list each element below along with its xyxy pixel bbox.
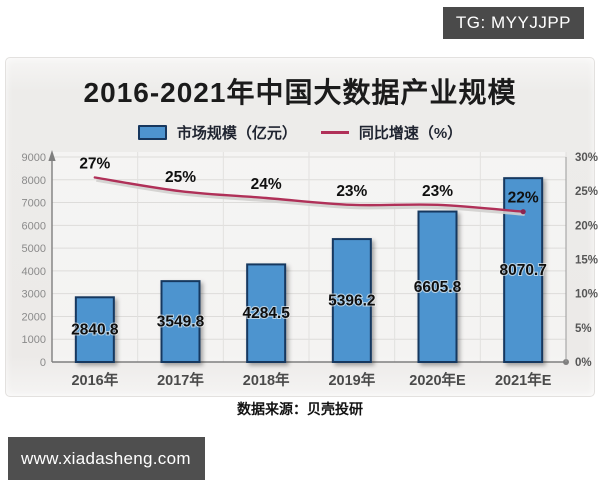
svg-text:2020年E: 2020年E xyxy=(409,371,466,389)
svg-text:0%: 0% xyxy=(575,357,592,369)
svg-text:5396.2: 5396.2 xyxy=(328,293,375,310)
bar-value-labels: 2840.8 3549.8 4284.5 5396.2 6605.8 8070.7 xyxy=(70,261,548,340)
svg-text:4284.5: 4284.5 xyxy=(242,305,290,322)
svg-text:3000: 3000 xyxy=(22,289,46,301)
svg-text:2016年: 2016年 xyxy=(71,371,118,389)
svg-text:15%: 15% xyxy=(575,255,598,267)
svg-text:2018年: 2018年 xyxy=(243,371,290,389)
svg-text:25%: 25% xyxy=(165,169,196,186)
svg-text:3549.8: 3549.8 xyxy=(157,314,205,331)
chart-legend: 市场规模（亿元） 同比增速（%） xyxy=(6,122,594,143)
svg-text:24%: 24% xyxy=(251,176,282,193)
svg-text:9000: 9000 xyxy=(22,152,46,164)
svg-text:0: 0 xyxy=(40,357,46,369)
svg-text:6605.8: 6605.8 xyxy=(414,279,462,296)
website-watermark-text: www.xiadasheng.com xyxy=(21,448,191,468)
svg-text:5%: 5% xyxy=(575,323,592,335)
svg-text:1000: 1000 xyxy=(22,334,46,346)
combo-bar-line-chart: 0 1000 2000 3000 4000 5000 6000 7000 8000 9000 0% 5… xyxy=(22,150,598,389)
svg-text:6000: 6000 xyxy=(22,220,46,232)
chart-title: 2016-2021年中国大数据产业规模 xyxy=(83,77,517,108)
bar-series xyxy=(74,177,544,363)
website-watermark-banner: www.xiadasheng.com xyxy=(8,437,205,480)
svg-text:2019年: 2019年 xyxy=(328,371,375,389)
legend-line-swatch-icon xyxy=(320,131,349,134)
svg-text:10%: 10% xyxy=(575,289,598,301)
tg-watermark-text: TG: MYYJJPP xyxy=(455,13,571,32)
legend-bar-swatch-icon xyxy=(137,125,167,140)
svg-text:30%: 30% xyxy=(575,152,598,164)
svg-text:20%: 20% xyxy=(575,220,598,232)
svg-text:2000: 2000 xyxy=(22,311,46,323)
svg-text:2840.8: 2840.8 xyxy=(71,322,119,339)
svg-text:27%: 27% xyxy=(79,156,110,173)
svg-text:8070.7: 8070.7 xyxy=(499,262,546,279)
svg-text:23%: 23% xyxy=(336,183,367,200)
data-source-note: 数据来源：贝壳投研 xyxy=(237,401,363,417)
svg-text:23%: 23% xyxy=(422,183,453,200)
svg-text:8000: 8000 xyxy=(22,175,46,187)
svg-text:7000: 7000 xyxy=(22,198,46,210)
growth-line-labels: 27% 25% 24% 23% 23% 22% xyxy=(79,156,539,207)
svg-text:25%: 25% xyxy=(575,186,598,198)
svg-text:4000: 4000 xyxy=(22,266,46,278)
legend-line-label: 同比增速（%） xyxy=(358,125,463,142)
svg-text:2021年E: 2021年E xyxy=(495,371,552,389)
growth-line-series xyxy=(93,176,526,216)
svg-text:2017年: 2017年 xyxy=(157,371,204,389)
svg-text:22%: 22% xyxy=(508,190,539,207)
x-axis-labels: 2016年 2017年 2018年 2019年 2020年E 2021年E xyxy=(71,371,551,389)
tg-watermark-banner: TG: MYYJJPP xyxy=(442,7,584,39)
svg-text:5000: 5000 xyxy=(22,243,46,255)
legend-bar-label: 市场规模（亿元） xyxy=(176,125,297,142)
